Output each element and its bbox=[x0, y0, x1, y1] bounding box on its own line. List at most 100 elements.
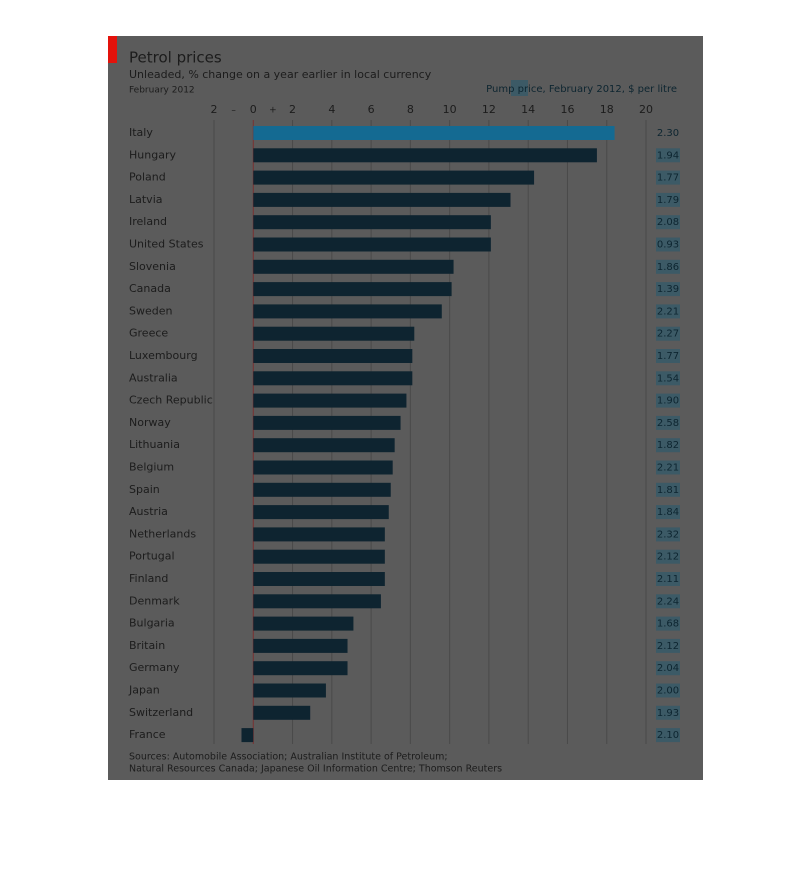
x-tick-label: 20 bbox=[639, 103, 653, 116]
y-tick-label: Lithuania bbox=[129, 438, 180, 451]
bar bbox=[253, 393, 407, 408]
price-box bbox=[656, 683, 680, 698]
price-box bbox=[656, 705, 680, 720]
price-box bbox=[656, 460, 680, 475]
y-tick-label: Switzerland bbox=[129, 706, 193, 719]
bar bbox=[253, 616, 354, 631]
bar bbox=[253, 527, 385, 542]
y-tick-label: France bbox=[129, 728, 166, 741]
chart-title: Petrol prices bbox=[129, 49, 222, 67]
x-tick-label: 14 bbox=[521, 103, 535, 116]
price-label: 1.86 bbox=[657, 262, 679, 273]
price-box bbox=[656, 616, 680, 631]
price-box bbox=[656, 282, 680, 297]
price-box bbox=[656, 148, 680, 163]
bar bbox=[253, 170, 535, 185]
price-label: 2.12 bbox=[657, 641, 679, 652]
price-box bbox=[656, 170, 680, 185]
price-label: 1.39 bbox=[657, 284, 679, 295]
sign-label: – bbox=[231, 106, 236, 116]
y-tick-label: Portugal bbox=[129, 550, 175, 563]
price-box bbox=[656, 527, 680, 542]
y-tick-label: Hungary bbox=[129, 148, 176, 161]
price-box bbox=[656, 259, 680, 274]
x-tick-label: 8 bbox=[407, 103, 414, 116]
price-box bbox=[656, 326, 680, 341]
x-tick-label: 4 bbox=[328, 103, 335, 116]
price-label: 1.81 bbox=[657, 485, 679, 496]
price-label: 2.21 bbox=[657, 463, 679, 474]
bar bbox=[253, 549, 385, 564]
price-label: 1.93 bbox=[657, 708, 679, 719]
price-box bbox=[656, 371, 680, 386]
bar bbox=[253, 126, 615, 140]
y-tick-label: Norway bbox=[129, 416, 171, 429]
y-tick-label: Netherlands bbox=[129, 527, 196, 540]
price-box bbox=[656, 415, 680, 430]
price-label: 2.21 bbox=[657, 306, 679, 317]
price-box bbox=[656, 661, 680, 676]
y-tick-label: Australia bbox=[129, 371, 178, 384]
y-tick-label: Japan bbox=[128, 684, 160, 697]
x-tick-label: 16 bbox=[560, 103, 574, 116]
price-label: 2.27 bbox=[657, 329, 679, 340]
legend-swatch bbox=[511, 80, 528, 96]
bar bbox=[241, 728, 254, 743]
price-label: 2.32 bbox=[657, 529, 679, 540]
bar bbox=[253, 282, 452, 297]
price-box bbox=[656, 304, 680, 319]
bar bbox=[253, 349, 413, 363]
price-label: 1.77 bbox=[657, 351, 679, 362]
bar bbox=[253, 638, 348, 653]
bar bbox=[253, 683, 326, 698]
price-label: 1.77 bbox=[657, 173, 679, 184]
y-tick-label: Slovenia bbox=[129, 260, 176, 273]
accent-bar bbox=[108, 36, 117, 63]
x-tick-label: 0 bbox=[250, 103, 257, 116]
bar bbox=[253, 505, 389, 520]
price-box bbox=[656, 393, 680, 408]
bar bbox=[253, 438, 395, 453]
panel bbox=[108, 36, 703, 780]
price-box bbox=[656, 728, 680, 743]
price-box bbox=[656, 638, 680, 653]
y-tick-label: Canada bbox=[129, 282, 171, 295]
price-label: 1.94 bbox=[657, 150, 679, 161]
price-label: 2.08 bbox=[657, 217, 679, 228]
x-tick-label: 12 bbox=[482, 103, 496, 116]
y-tick-label: Germany bbox=[129, 661, 180, 674]
bar bbox=[253, 371, 413, 386]
y-tick-label: Sweden bbox=[129, 304, 172, 317]
legend-label: Pump price, February 2012, $ per litre bbox=[486, 84, 677, 95]
x-tick-label: 2 bbox=[211, 103, 218, 116]
price-box bbox=[656, 594, 680, 609]
y-tick-label: Austria bbox=[129, 505, 168, 518]
y-tick-label: Ireland bbox=[129, 215, 167, 228]
price-box bbox=[656, 192, 680, 207]
price-label: 1.54 bbox=[657, 373, 679, 384]
price-box bbox=[656, 215, 680, 230]
y-tick-label: United States bbox=[129, 238, 204, 251]
y-tick-label: Greece bbox=[129, 327, 168, 340]
price-label: 2.58 bbox=[657, 418, 679, 429]
price-label: 2.24 bbox=[657, 596, 679, 607]
price-label: 2.12 bbox=[657, 552, 679, 563]
y-tick-label: Bulgaria bbox=[129, 617, 175, 630]
price-box bbox=[656, 549, 680, 564]
date: February 2012 bbox=[129, 86, 195, 96]
y-tick-label: Finland bbox=[129, 572, 168, 585]
bar bbox=[253, 192, 511, 207]
bar bbox=[253, 259, 454, 274]
bar bbox=[253, 237, 491, 252]
price-label: 2.30 bbox=[657, 128, 679, 139]
source: Sources: Automobile Association; Austral… bbox=[129, 752, 448, 763]
bar bbox=[253, 148, 597, 163]
y-tick-label: Spain bbox=[129, 483, 160, 496]
y-tick-label: Czech Republic bbox=[129, 394, 213, 407]
y-tick-label: Britain bbox=[129, 639, 165, 652]
price-label: 0.93 bbox=[657, 240, 679, 251]
bar bbox=[253, 460, 393, 475]
bar bbox=[253, 572, 385, 586]
subtitle: Unleaded, % change on a year earlier in … bbox=[129, 68, 432, 81]
